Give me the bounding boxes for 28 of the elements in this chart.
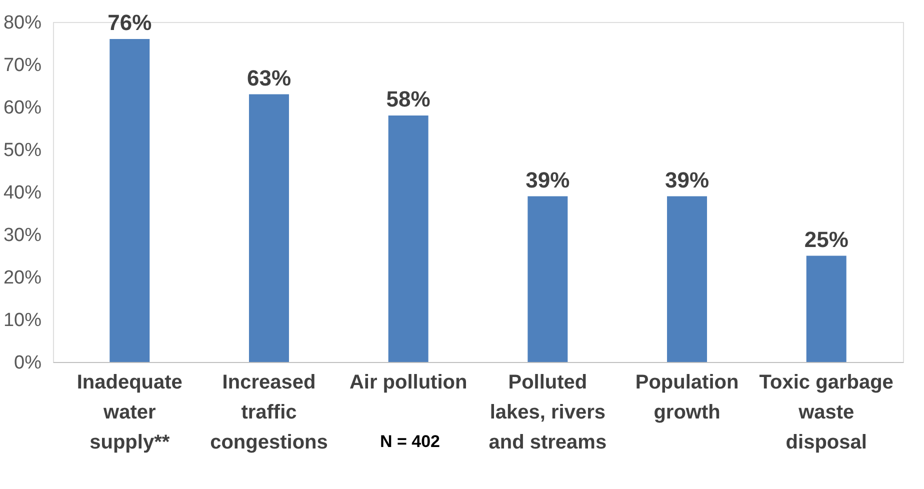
data-label: 25% [804,226,848,252]
x-tick-label: Population growth [635,372,739,424]
text: N = 402 [380,432,440,451]
x-tick-label: Toxic garbage waste disposal [759,372,894,454]
bar [110,39,150,362]
y-tick-label: 0% [14,352,42,374]
x-tick-label: Air pollution [349,372,468,394]
y-tick-label: 20% [3,268,42,288]
bar [248,94,289,362]
y-tick-label: 30% [3,225,42,246]
bar [667,196,708,362]
y-tick-label: 60% [3,98,42,118]
x-tick-label: Increased traffic congestions [210,372,328,454]
x-tick-label: Polluted lakes, rivers and streams [488,372,607,454]
y-tick-label: 10% [3,310,42,331]
data-label: 58% [386,86,430,112]
bar [388,116,428,362]
y-tick-label: 50% [3,140,42,161]
data-label: 76% [108,10,152,35]
x-tick-label: Inadequate water supply** [76,372,182,454]
y-tick-label: 40% [3,182,42,204]
y-tick-label: 70% [3,55,42,76]
data-label: 39% [526,167,570,192]
bar [528,196,568,362]
y-tick-label: 80% [3,12,42,34]
data-label: 39% [664,167,710,192]
bar [806,256,846,362]
data-label: 63% [246,65,292,90]
